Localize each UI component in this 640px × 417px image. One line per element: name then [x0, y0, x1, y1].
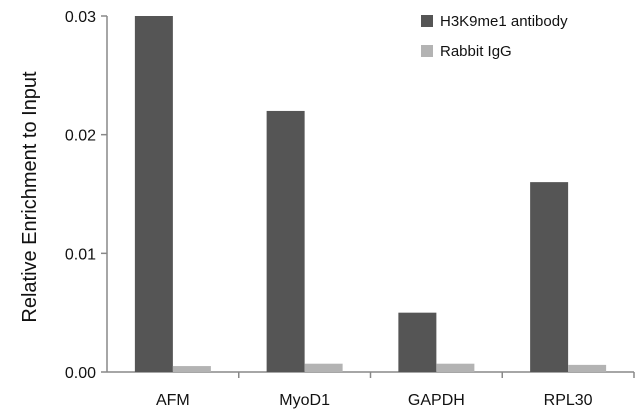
bar-myod1-igg — [304, 363, 343, 372]
bar-gapdh-igg — [436, 363, 475, 372]
bar-myod1-antibody — [266, 110, 305, 372]
x-tick-label: RPL30 — [544, 392, 593, 409]
bar-rpl30-igg — [568, 364, 607, 372]
legend-label: H3K9me1 antibody — [440, 13, 568, 30]
legend-label: Rabbit IgG — [440, 43, 512, 60]
bar-gapdh-antibody — [398, 312, 437, 372]
y-tick-label: 0.00 — [65, 365, 96, 382]
x-tick-label: AFM — [156, 392, 190, 409]
legend-swatch — [421, 45, 433, 57]
legend-swatch — [421, 15, 433, 27]
y-axis-title: Relative Enrichment to Input — [19, 71, 41, 323]
x-tick-label: GAPDH — [408, 392, 465, 409]
bar-afm-antibody — [134, 16, 173, 372]
x-tick-label: MyoD1 — [279, 392, 330, 409]
bar-afm-igg — [172, 366, 211, 372]
bar-rpl30-antibody — [530, 182, 569, 372]
y-tick-label: 0.01 — [65, 246, 96, 263]
y-tick-label: 0.02 — [65, 128, 96, 145]
y-tick-label: 0.03 — [65, 9, 96, 26]
legend: H3K9me1 antibody Rabbit IgG — [421, 13, 568, 60]
